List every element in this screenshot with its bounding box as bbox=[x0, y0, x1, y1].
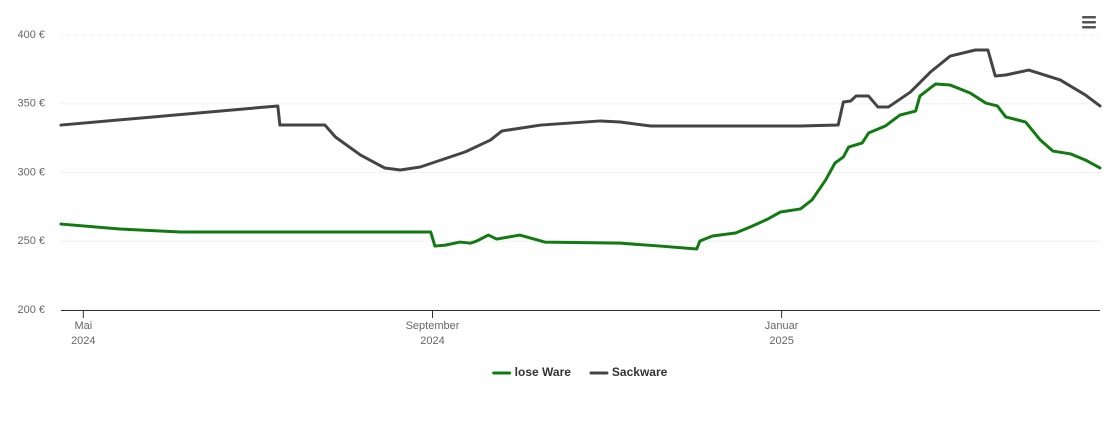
x-tick-label: Mai bbox=[74, 320, 92, 332]
legend-label: Sackware bbox=[612, 365, 668, 379]
y-tick-label: 400 € bbox=[17, 29, 45, 41]
y-tick-label: 200 € bbox=[17, 304, 45, 316]
legend: lose Ware Sackware bbox=[492, 365, 668, 379]
legend-label: lose Ware bbox=[515, 365, 572, 379]
series-line bbox=[59, 48, 1102, 172]
legend-item[interactable]: lose Ware bbox=[492, 365, 572, 379]
y-tick-label: 250 € bbox=[17, 235, 45, 247]
legend-item[interactable]: Sackware bbox=[589, 365, 668, 379]
x-tick-label: September bbox=[406, 320, 460, 332]
menu-bar bbox=[1082, 26, 1096, 29]
y-tick-label: 300 € bbox=[17, 166, 45, 178]
menu-bar bbox=[1082, 16, 1096, 19]
series-line bbox=[59, 82, 1102, 251]
x-tick-label: 2025 bbox=[769, 335, 793, 347]
x-tick-label: Januar bbox=[765, 320, 799, 332]
x-tick-label: 2024 bbox=[71, 335, 95, 347]
x-tick-label: 2024 bbox=[420, 335, 444, 347]
menu-bar bbox=[1082, 21, 1096, 24]
menu-button[interactable] bbox=[1080, 14, 1098, 30]
y-tick-label: 350 € bbox=[17, 98, 45, 110]
